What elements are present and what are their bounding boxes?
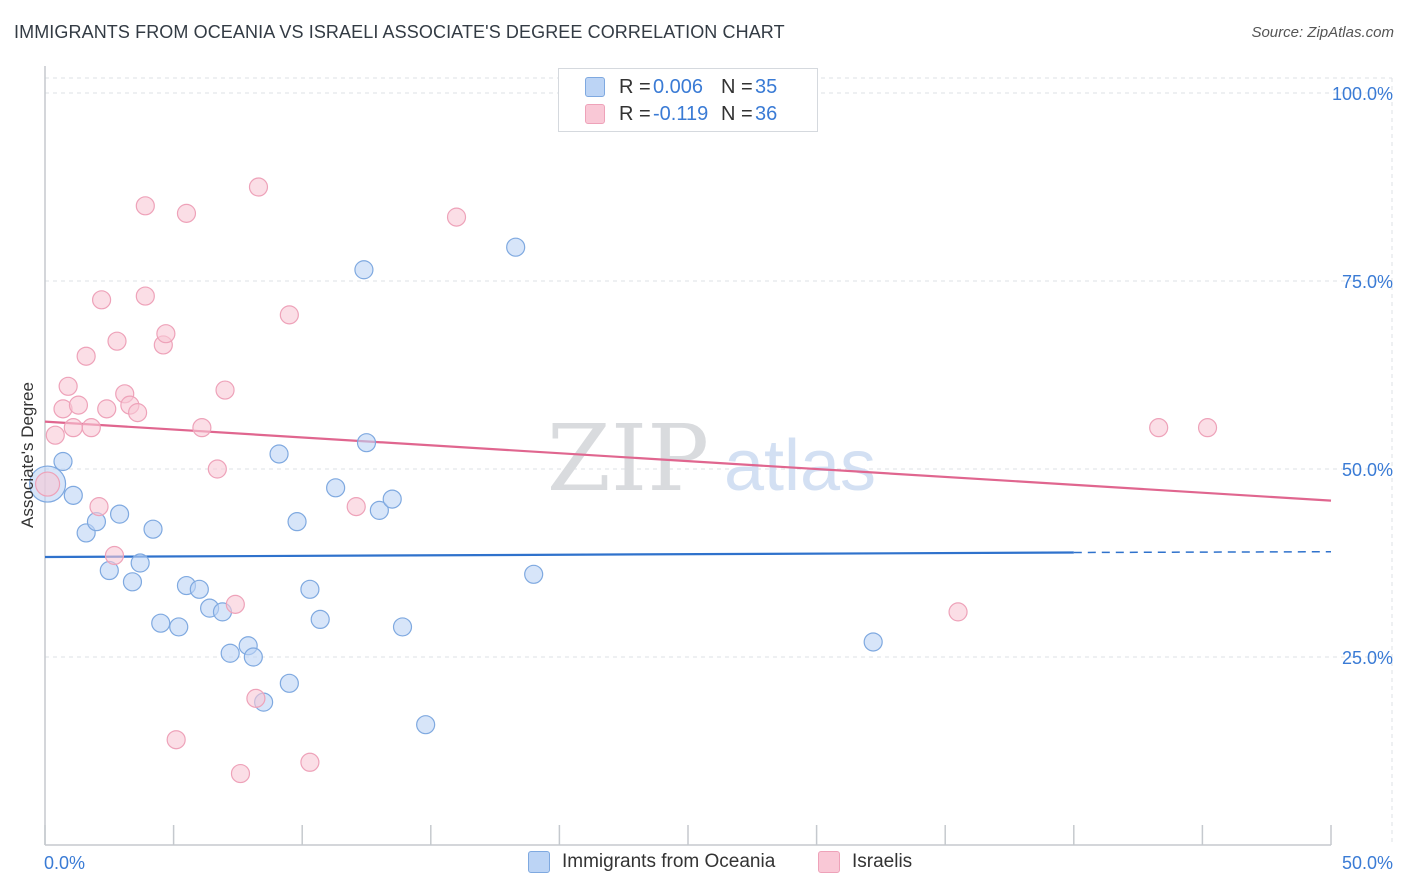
- trend-lines: [44, 420, 1332, 559]
- israelis-point: [97, 399, 117, 419]
- y-tick-label: 75.0%: [1342, 272, 1393, 292]
- israelis-point: [230, 763, 251, 784]
- israelis-point: [81, 418, 101, 438]
- legend-swatch-blue: [585, 77, 605, 97]
- israelis-point: [346, 497, 366, 517]
- oceania-point: [369, 500, 389, 520]
- israelis-point: [34, 471, 61, 497]
- israelis-point: [58, 376, 78, 396]
- oceania-point: [269, 444, 289, 464]
- oceania-point: [300, 579, 320, 599]
- oceania-point: [392, 617, 413, 637]
- legend-row-oceania: R = 0.006 N = 35: [585, 74, 823, 100]
- israelis-point: [248, 177, 269, 197]
- israelis-point: [89, 497, 109, 517]
- oceania-point: [279, 673, 299, 693]
- oceania-point: [863, 632, 883, 652]
- israelis-point: [104, 545, 125, 566]
- israelis-point: [127, 403, 148, 423]
- israelis-point: [107, 331, 127, 351]
- tick-labels: 100.0% 75.0% 50.0% 25.0% 0.0% 50.0%: [44, 84, 1393, 873]
- oceania-point: [130, 553, 150, 573]
- series-legend: Immigrants from Oceania Israelis: [0, 851, 1406, 879]
- israelis-point: [192, 418, 212, 438]
- oceania-trend-line: [44, 551, 1074, 559]
- y-tick-label: 100.0%: [1332, 84, 1393, 104]
- legend-swatch-pink: [585, 104, 605, 124]
- y-tick-label: 25.0%: [1342, 648, 1393, 668]
- legend-swatch-blue: [528, 851, 550, 873]
- israelis-point: [156, 324, 176, 344]
- y-axis-label: Associate's Degree: [18, 382, 37, 528]
- legend-item-israelis: Israelis: [818, 851, 912, 873]
- legend-label-israelis: Israelis: [852, 851, 913, 872]
- israelis-point: [76, 346, 96, 366]
- legend-r-value: -0.119: [653, 102, 709, 125]
- oceania-point: [243, 647, 263, 667]
- legend-row-israelis: R = -0.119 N = 36: [585, 101, 823, 127]
- israelis-point: [135, 286, 155, 306]
- oceania-point: [506, 237, 526, 257]
- oceania-point: [53, 451, 73, 472]
- legend-label-oceania: Immigrants from Oceania: [562, 851, 776, 872]
- oceania-point: [220, 643, 240, 663]
- source-credit: Source: ZipAtlas.com: [1251, 24, 1394, 41]
- legend-n-value: 36: [755, 102, 778, 125]
- oceania-point: [109, 504, 130, 524]
- legend-r-value: 0.006: [653, 75, 704, 98]
- oceania-point: [122, 572, 143, 592]
- x-tick-label: 50.0%: [1342, 853, 1393, 873]
- chart-title: IMMIGRANTS FROM OCEANIA VS ISRAELI ASSOC…: [14, 22, 785, 42]
- legend-swatch-pink: [818, 851, 840, 873]
- oceania-point: [524, 564, 544, 584]
- watermark-atlas: atlas: [724, 426, 876, 506]
- israelis-point: [948, 602, 968, 622]
- israelis-point: [68, 395, 89, 415]
- y-tick-label: 50.0%: [1342, 460, 1393, 480]
- israelis-point: [91, 290, 112, 310]
- israelis-point: [135, 196, 155, 216]
- oceania-point: [151, 613, 171, 633]
- israelis-point: [225, 594, 245, 614]
- oceania-point: [287, 512, 307, 532]
- israelis-point: [63, 418, 83, 438]
- legend-r-label: R =: [619, 102, 651, 125]
- israelis-point: [207, 459, 227, 479]
- israelis-point: [279, 305, 299, 325]
- israelis-point: [1197, 418, 1218, 438]
- israelis-point: [300, 752, 320, 772]
- israelis-point: [45, 425, 65, 445]
- oceania-trend-extension: [1073, 550, 1332, 554]
- oceania-point: [416, 715, 436, 735]
- watermark: ZIP atlas: [547, 405, 876, 512]
- israelis-point: [166, 730, 186, 750]
- israelis-point: [176, 203, 197, 223]
- data-points: [28, 177, 1218, 784]
- correlation-legend: R = 0.006 N = 35 R = -0.119 N = 36: [558, 68, 818, 132]
- oceania-point: [63, 485, 83, 505]
- oceania-point: [326, 478, 346, 498]
- israelis-point: [1149, 418, 1169, 438]
- legend-r-label: R =: [619, 75, 651, 98]
- oceania-point: [356, 433, 377, 453]
- legend-n-label: N =: [721, 102, 753, 125]
- oceania-point: [189, 579, 209, 599]
- israelis-trend-line: [44, 420, 1332, 502]
- israelis-point: [215, 380, 235, 400]
- legend-item-oceania: Immigrants from Oceania: [528, 851, 775, 873]
- oceania-point: [382, 489, 402, 509]
- grid-lines: [45, 77, 1393, 845]
- israelis-point: [446, 207, 467, 227]
- oceania-point: [310, 609, 330, 630]
- legend-n-value: 35: [755, 75, 778, 98]
- axes: [44, 66, 1332, 846]
- legend-n-label: N =: [721, 75, 753, 98]
- x-tick-label: 0.0%: [44, 853, 85, 873]
- oceania-point: [354, 260, 374, 280]
- oceania-point: [169, 617, 189, 637]
- israelis-point: [246, 688, 266, 708]
- oceania-point: [143, 519, 163, 539]
